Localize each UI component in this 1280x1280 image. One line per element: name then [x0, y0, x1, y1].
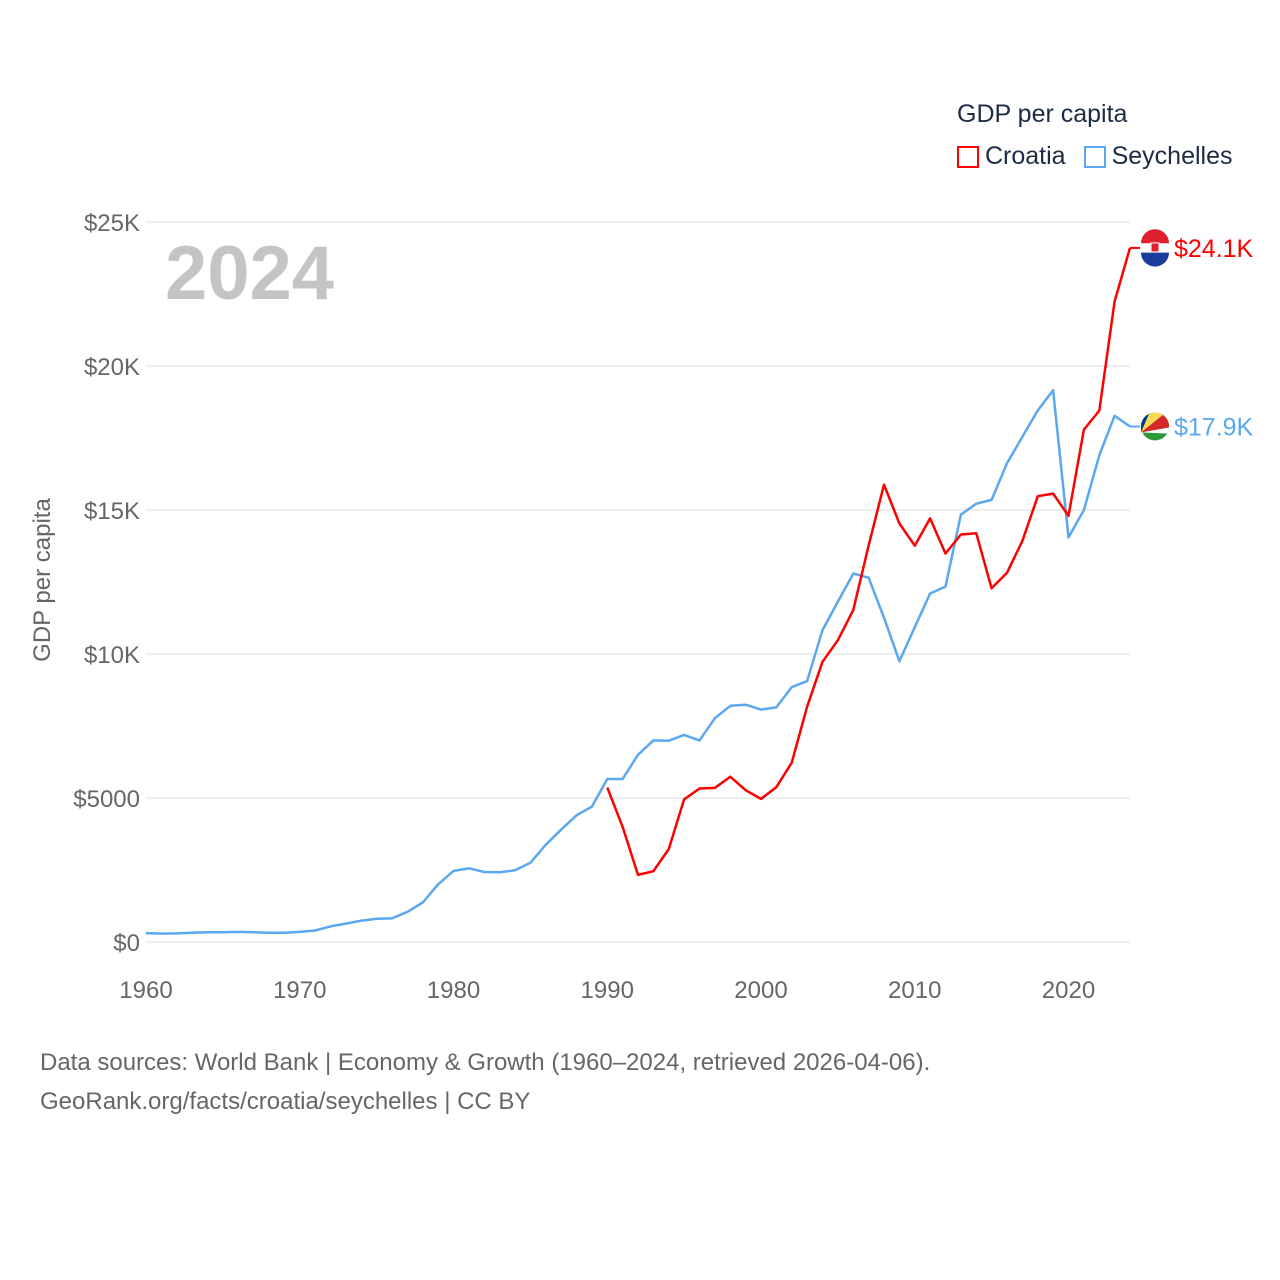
- seychelles-flag-yellow: [1141, 412, 1163, 433]
- legend-title: GDP per capita: [957, 100, 1128, 128]
- y-tick-label: $10K: [84, 642, 140, 669]
- x-tick-label: 1980: [427, 977, 480, 1004]
- legend: Croatia Seychelles: [957, 142, 1233, 171]
- end-value-label-seychelles: $17.9K: [1174, 413, 1254, 441]
- x-tick-label: 1990: [581, 977, 634, 1004]
- y-tick-label: $5000: [73, 786, 140, 813]
- x-tick-label: 2020: [1042, 977, 1095, 1004]
- x-tick-label: 2000: [734, 977, 787, 1004]
- seychelles-flag-red: [1141, 414, 1170, 433]
- croatia-flag-shield: [1150, 242, 1160, 253]
- y-tick-label: $0: [113, 930, 140, 957]
- year-label: 2024: [165, 231, 335, 316]
- legend-swatch-croatia: [957, 145, 979, 168]
- y-tick-label: $20K: [84, 354, 140, 381]
- series-line-croatia: [606, 247, 1132, 877]
- legend-label-seychelles: Seychelles: [1111, 142, 1233, 170]
- footer-link[interactable]: GeoRank.org/facts/croatia/seychelles | C…: [40, 1088, 531, 1115]
- seychelles-flag-white: [1141, 427, 1169, 434]
- legend-label-croatia: Croatia: [985, 142, 1066, 170]
- y-tick-label: $25K: [84, 210, 140, 237]
- x-tick-label: 1960: [119, 977, 172, 1004]
- legend-swatch-seychelles: [1083, 145, 1106, 168]
- series-line-seychelles: [145, 388, 1131, 935]
- legend-item-seychelles[interactable]: Seychelles: [1083, 142, 1233, 171]
- seychelles-flag-blue: [1141, 413, 1149, 433]
- footer: Data sources: World Bank | Economy & Gro…: [40, 1043, 930, 1121]
- legend-item-croatia[interactable]: Croatia: [957, 142, 1066, 171]
- croatia-flag-blue: [1141, 252, 1169, 267]
- footer-sources: Data sources: World Bank | Economy & Gro…: [40, 1049, 931, 1076]
- x-tick-label: 1970: [273, 977, 326, 1004]
- end-value-label-croatia: $24.1K: [1174, 235, 1254, 263]
- x-tick-label: 2010: [888, 977, 941, 1004]
- y-axis-label: GDP per capita: [29, 498, 56, 662]
- croatia-flag-red: [1141, 229, 1169, 244]
- y-tick-label: $15K: [84, 498, 140, 525]
